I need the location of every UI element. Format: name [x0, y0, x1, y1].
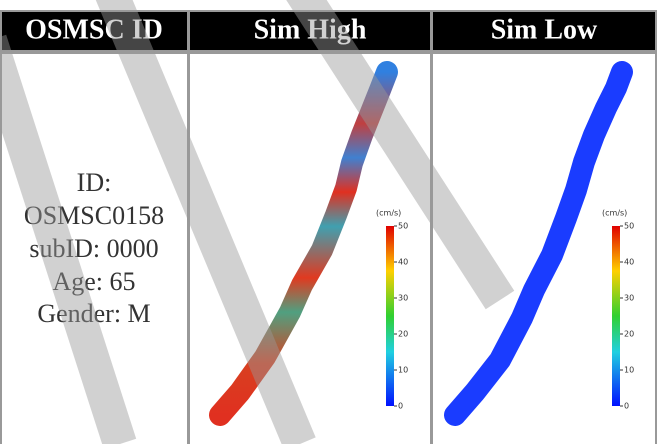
header-cell [190, 12, 430, 50]
colorbar-label: 20 [624, 330, 634, 339]
cell-text: OSMSC0158 [24, 201, 164, 230]
colorbar-label: 40 [624, 258, 634, 267]
colorbar-label: 0 [398, 402, 403, 411]
body-cell [2, 54, 187, 444]
cell-text: ID: [77, 168, 112, 197]
header-text: OSMSC ID [25, 14, 163, 45]
header-text: Sim High [254, 14, 367, 45]
colorbar-label: 10 [398, 366, 408, 375]
vessel-image [209, 61, 398, 426]
colorbar-ramp [612, 226, 620, 406]
header-cell [2, 12, 187, 50]
colorbar-label: 40 [398, 258, 408, 267]
colorbar-unit: (cm/s) [376, 209, 401, 218]
colorbar-label: 50 [624, 222, 634, 231]
colorbar-label: 30 [624, 294, 634, 303]
watermark [95, 0, 515, 444]
colorbar-label: 50 [398, 222, 408, 231]
colorbar-label: 10 [624, 366, 634, 375]
colorbar-label: 0 [624, 402, 629, 411]
colorbar-label: 30 [398, 294, 408, 303]
cell-text: subID: 0000 [29, 234, 158, 263]
header-cell [433, 12, 655, 50]
colorbar-label: 20 [398, 330, 408, 339]
colorbar: (cm/s) 50 40 30 20 10 0 [376, 209, 408, 411]
cell-text: Age: 65 [52, 267, 135, 296]
colorbar-unit: (cm/s) [602, 209, 627, 218]
header-text: Sim Low [491, 14, 598, 45]
colorbar: (cm/s) 50 40 30 20 10 0 [602, 209, 634, 411]
vessel-image [444, 61, 633, 426]
colorbar-ramp [386, 226, 394, 406]
cell-text: Gender: M [37, 299, 150, 328]
